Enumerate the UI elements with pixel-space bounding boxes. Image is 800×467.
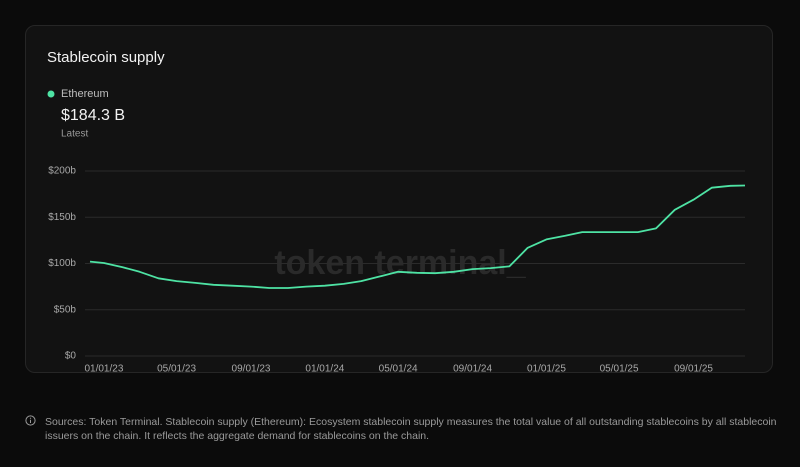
card [25,25,773,373]
legend-marker [47,90,55,98]
chart-title: Stablecoin supply [47,49,165,66]
y-tick-label: $100b [48,258,76,269]
x-tick-label: 01/01/24 [305,364,344,375]
x-tick-label: 05/01/24 [379,364,418,375]
x-tick-label: 01/01/23 [84,364,123,375]
x-tick-label: 09/01/25 [674,364,713,375]
x-tick-label: 01/01/25 [527,364,566,375]
y-tick-label: $0 [65,351,77,362]
legend-label: Ethereum [61,88,109,100]
x-tick-label: 05/01/25 [600,364,639,375]
y-tick-label: $150b [48,212,76,223]
footnote: Sources: Token Terminal. Stablecoin supp… [45,416,777,442]
x-tick-label: 09/01/24 [453,364,492,375]
y-tick-label: $50b [54,304,77,315]
x-tick-label: 09/01/23 [232,364,271,375]
y-tick-label: $200b [48,166,76,177]
x-tick-label: 05/01/23 [157,364,196,375]
latest-value: $184.3 B [61,107,125,124]
watermark: token terminal_ [274,244,526,282]
data-line [89,184,746,289]
info-icon [25,415,36,426]
chart: Stablecoin supply token terminal_ Ethere… [47,49,746,375]
latest-caption: Latest [61,129,88,140]
